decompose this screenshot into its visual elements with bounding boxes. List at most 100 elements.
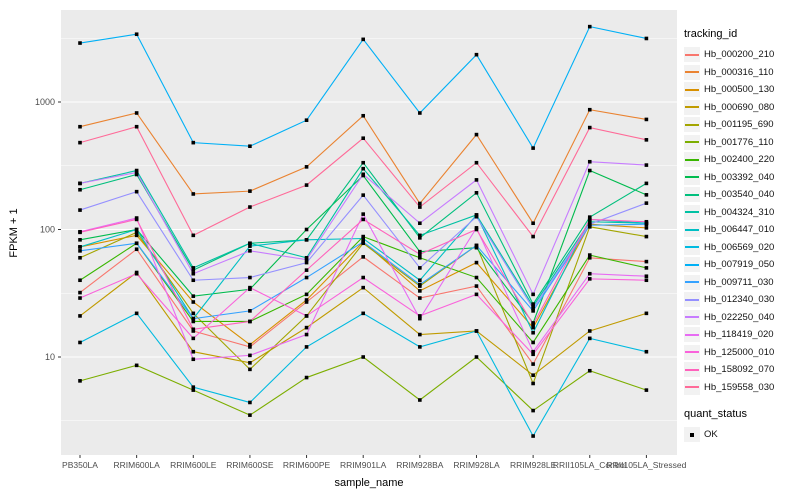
data-point bbox=[304, 325, 309, 330]
legend-item-Hb_000690_080: Hb_000690_080 bbox=[684, 99, 798, 117]
data-point bbox=[134, 189, 139, 194]
data-point bbox=[78, 314, 82, 318]
legend-key-line-icon bbox=[684, 64, 700, 80]
data-point bbox=[361, 193, 365, 197]
data-point bbox=[361, 136, 365, 141]
legend-item-label: Hb_003392_040 bbox=[704, 171, 775, 183]
legend-title-quant-status: quant_status bbox=[684, 408, 747, 420]
legend-key-line-icon bbox=[684, 222, 700, 238]
legend-item-label: Hb_007919_050 bbox=[704, 259, 775, 271]
data-point bbox=[248, 345, 252, 349]
data-point bbox=[248, 189, 252, 193]
data-point bbox=[248, 205, 252, 209]
data-point bbox=[361, 285, 365, 290]
legend-item-Hb_000200_210: Hb_000200_210 bbox=[684, 46, 798, 64]
data-point bbox=[418, 236, 422, 240]
legend-key-line-icon bbox=[684, 187, 700, 203]
data-point bbox=[304, 257, 309, 262]
legend-key-line-icon bbox=[684, 309, 700, 325]
data-point bbox=[474, 245, 479, 250]
data-point bbox=[474, 178, 479, 182]
legend-item-Hb_001195_690: Hb_001195_690 bbox=[684, 116, 798, 134]
legend-item-Hb_001776_110: Hb_001776_110 bbox=[684, 134, 798, 152]
data-point bbox=[418, 314, 422, 318]
x-tick-label: RRIM600LE bbox=[170, 460, 217, 470]
data-point bbox=[474, 160, 479, 165]
x-tick-label: RRII105LA_Control bbox=[553, 460, 627, 470]
legend-key-line-icon bbox=[684, 82, 700, 98]
data-point bbox=[361, 311, 365, 316]
legend-item-Hb_003392_040: Hb_003392_040 bbox=[684, 169, 798, 187]
data-point bbox=[78, 379, 82, 383]
data-point bbox=[587, 253, 592, 257]
data-point bbox=[78, 124, 82, 129]
data-point bbox=[191, 319, 196, 324]
data-point bbox=[78, 230, 82, 235]
data-point bbox=[418, 278, 422, 283]
data-point bbox=[644, 138, 649, 142]
data-point bbox=[248, 275, 252, 280]
data-point bbox=[191, 278, 196, 283]
data-point bbox=[587, 368, 592, 373]
legend-item-label: Hb_000500_130 bbox=[704, 84, 775, 96]
data-point bbox=[531, 146, 535, 150]
data-point bbox=[304, 183, 309, 187]
legend-item-Hb_000316_110: Hb_000316_110 bbox=[684, 64, 798, 82]
data-point bbox=[644, 266, 649, 270]
data-point bbox=[78, 249, 82, 253]
data-point bbox=[134, 241, 139, 246]
data-point bbox=[418, 282, 422, 287]
data-point bbox=[361, 255, 365, 259]
data-point bbox=[191, 271, 196, 276]
data-point bbox=[134, 217, 139, 222]
data-point bbox=[644, 388, 649, 392]
data-point bbox=[78, 140, 82, 145]
data-point bbox=[418, 332, 422, 337]
data-point bbox=[531, 349, 535, 354]
data-point bbox=[644, 234, 649, 239]
legend-key-line-icon bbox=[684, 274, 700, 290]
data-point bbox=[304, 300, 309, 304]
data-point bbox=[134, 32, 139, 37]
data-point bbox=[134, 363, 139, 368]
data-point bbox=[474, 227, 479, 232]
legend-item-Hb_003540_040: Hb_003540_040 bbox=[684, 186, 798, 204]
legend-item-Hb_158092_070: Hb_158092_070 bbox=[684, 361, 798, 379]
data-point bbox=[248, 400, 252, 405]
data-point bbox=[474, 132, 479, 137]
x-tick-label: RRIM600PE bbox=[283, 460, 331, 470]
data-point bbox=[191, 385, 196, 389]
data-point bbox=[531, 330, 535, 335]
legend-item-Hb_022250_040: Hb_022250_040 bbox=[684, 309, 798, 327]
data-point bbox=[191, 349, 196, 354]
data-point bbox=[418, 316, 422, 321]
legend-key-line-icon bbox=[684, 239, 700, 255]
y-tick-label: 100 bbox=[40, 225, 55, 235]
data-point bbox=[78, 255, 82, 260]
data-point bbox=[248, 319, 252, 324]
data-point bbox=[587, 219, 592, 224]
legend-item-Hb_002400_220: Hb_002400_220 bbox=[684, 151, 798, 169]
legend-item-Hb_009711_030: Hb_009711_030 bbox=[684, 274, 798, 292]
legend-item-Hb_000500_130: Hb_000500_130 bbox=[684, 81, 798, 99]
legend-item-label: Hb_002400_220 bbox=[704, 154, 775, 166]
data-point bbox=[587, 24, 592, 29]
legend-item-label: Hb_158092_070 bbox=[704, 364, 775, 376]
data-point bbox=[644, 274, 649, 279]
x-tick-label: RRIM928LE bbox=[510, 460, 557, 470]
legend-item-label: Hb_009711_030 bbox=[704, 276, 774, 288]
data-point bbox=[134, 172, 139, 177]
data-point bbox=[474, 355, 479, 359]
data-point bbox=[304, 118, 309, 122]
data-point bbox=[418, 221, 422, 226]
data-point bbox=[587, 125, 592, 130]
data-point bbox=[191, 311, 196, 316]
data-point bbox=[304, 165, 309, 169]
data-point bbox=[531, 325, 535, 330]
data-point bbox=[644, 181, 649, 186]
data-point bbox=[531, 340, 535, 345]
data-point bbox=[361, 172, 365, 177]
data-point bbox=[644, 193, 649, 197]
data-point bbox=[418, 345, 422, 349]
